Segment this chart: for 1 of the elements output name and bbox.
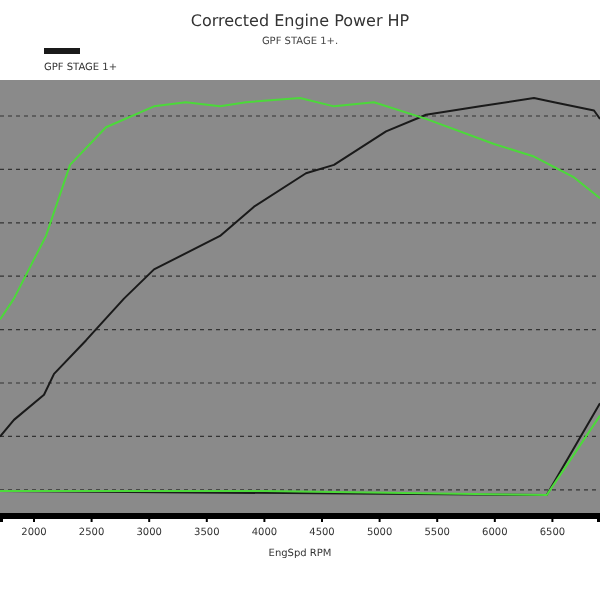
chart-title: Corrected Engine Power HP	[190, 12, 410, 30]
